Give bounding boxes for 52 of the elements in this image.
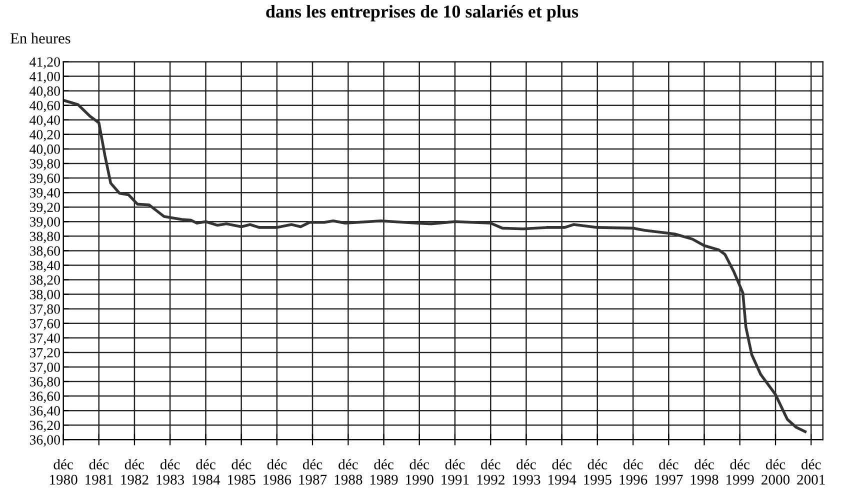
y-tick-label: 38,80 (30, 232, 60, 244)
y-tick-label: 40,60 (30, 100, 60, 112)
y-tick-label: 36,60 (30, 392, 60, 404)
x-tick-label: déc 1994 (548, 459, 576, 485)
y-tick-label: 39,00 (30, 217, 60, 229)
y-tick-label: 40,80 (30, 86, 60, 98)
x-tick-label: déc 1980 (50, 459, 78, 485)
y-tick-label: 38,20 (30, 275, 60, 287)
x-tick-label: déc 1991 (442, 459, 469, 485)
x-tick-label: déc 1982 (121, 459, 148, 485)
y-tick-label: 36,40 (30, 406, 60, 418)
y-tick-label: 40,20 (30, 130, 60, 142)
x-tick-label: déc 1986 (264, 459, 292, 485)
x-tick-label: déc 1989 (370, 459, 398, 485)
y-tick-label: 37,00 (30, 362, 60, 374)
x-tick-label: déc 1993 (512, 459, 540, 485)
x-tick-label: déc 1992 (477, 459, 504, 485)
y-tick-label: 40,40 (30, 115, 60, 127)
y-tick-label: 36,20 (30, 420, 60, 432)
x-tick-label: déc 1995 (584, 459, 612, 485)
y-tick-label: 37,20 (30, 348, 60, 360)
y-tick-label: 39,80 (30, 159, 60, 170)
chart-title: dans les entreprises de 10 salariés et plus (266, 4, 578, 22)
y-tick-label: 41,00 (30, 72, 60, 84)
y-tick-label: 39,40 (30, 188, 60, 200)
x-tick-label: déc 1985 (228, 459, 256, 485)
y-tick-label: 36,00 (30, 435, 60, 447)
y-tick-label: 37,80 (30, 304, 60, 316)
x-tick-label: déc 1990 (406, 459, 434, 485)
y-axis-title: En heures (10, 32, 70, 44)
x-tick-label: déc 1981 (86, 459, 113, 485)
x-tick-label: déc 1983 (156, 459, 184, 485)
line-series (63, 98, 807, 434)
x-tick-label: déc 1988 (334, 459, 362, 485)
y-tick-label: 37,40 (30, 334, 60, 345)
y-tick-label: 38,00 (30, 290, 60, 302)
y-tick-label: 40,00 (30, 144, 60, 156)
x-tick-label: déc 1996 (620, 459, 648, 485)
x-tick-label: déc 2000 (762, 459, 790, 485)
y-tick-label: 41,20 (30, 57, 60, 69)
y-tick-label: 36,80 (30, 377, 60, 388)
x-tick-label: déc 1998 (690, 459, 718, 485)
y-tick-label: 38,40 (30, 260, 60, 272)
y-tick-label: 38,60 (30, 246, 60, 258)
x-tick-label: déc 2001 (797, 459, 825, 485)
x-tick-label: déc 1997 (655, 459, 683, 485)
y-tick-label: 39,60 (30, 174, 60, 185)
x-tick-label: déc 1984 (192, 459, 220, 485)
x-tick-label: déc 1987 (299, 459, 327, 485)
y-tick-label: 39,20 (30, 202, 60, 214)
x-tick-label: déc 1999 (726, 459, 754, 485)
y-tick-label: 37,60 (30, 318, 60, 330)
